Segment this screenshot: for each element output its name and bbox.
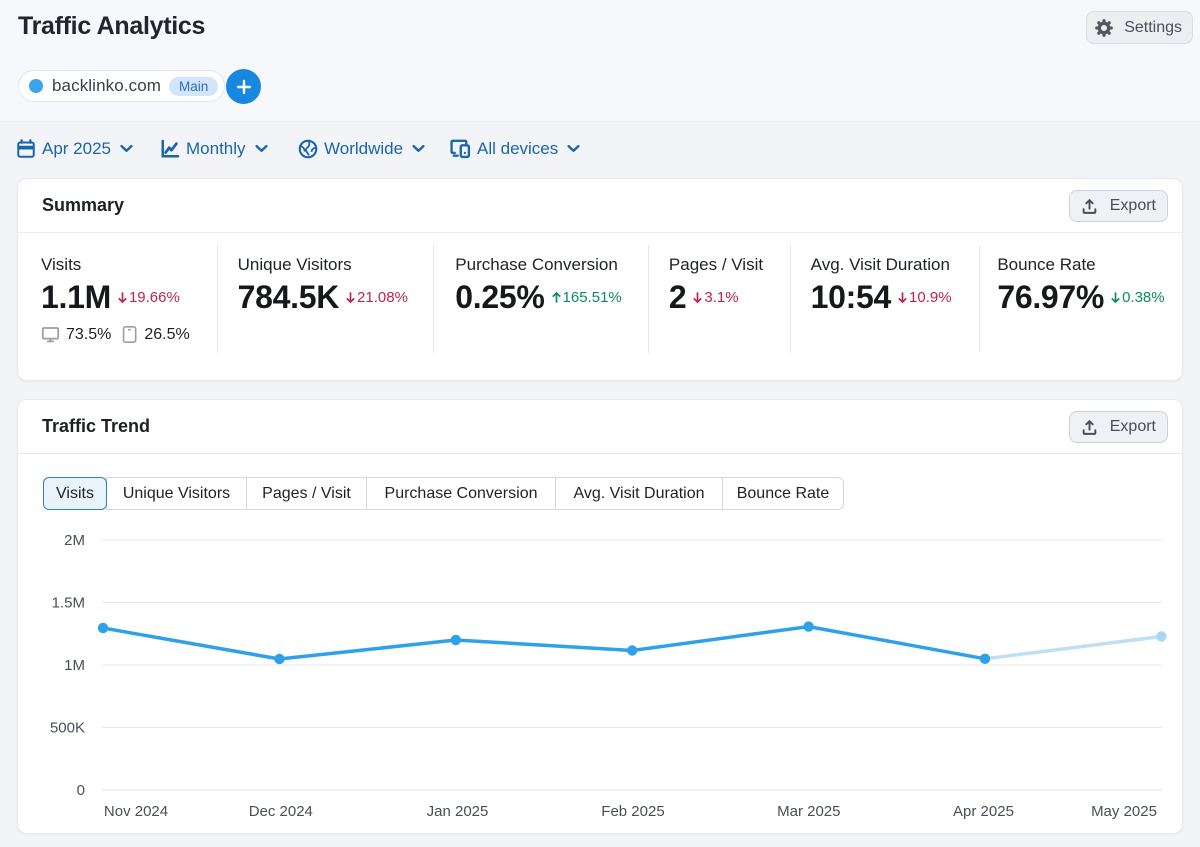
svg-text:Feb 2025: Feb 2025 bbox=[601, 803, 664, 820]
svg-text:Nov 2024: Nov 2024 bbox=[104, 803, 168, 820]
svg-text:0: 0 bbox=[77, 782, 85, 799]
svg-text:1M: 1M bbox=[64, 657, 85, 674]
svg-text:Apr 2025: Apr 2025 bbox=[953, 803, 1014, 820]
svg-text:Dec 2024: Dec 2024 bbox=[249, 803, 313, 820]
svg-text:May 2025: May 2025 bbox=[1091, 803, 1157, 820]
svg-text:2M: 2M bbox=[64, 532, 85, 549]
svg-text:500K: 500K bbox=[50, 720, 85, 737]
svg-text:1.5M: 1.5M bbox=[52, 595, 85, 612]
svg-text:Jan 2025: Jan 2025 bbox=[427, 803, 489, 820]
svg-text:Mar 2025: Mar 2025 bbox=[777, 803, 840, 820]
